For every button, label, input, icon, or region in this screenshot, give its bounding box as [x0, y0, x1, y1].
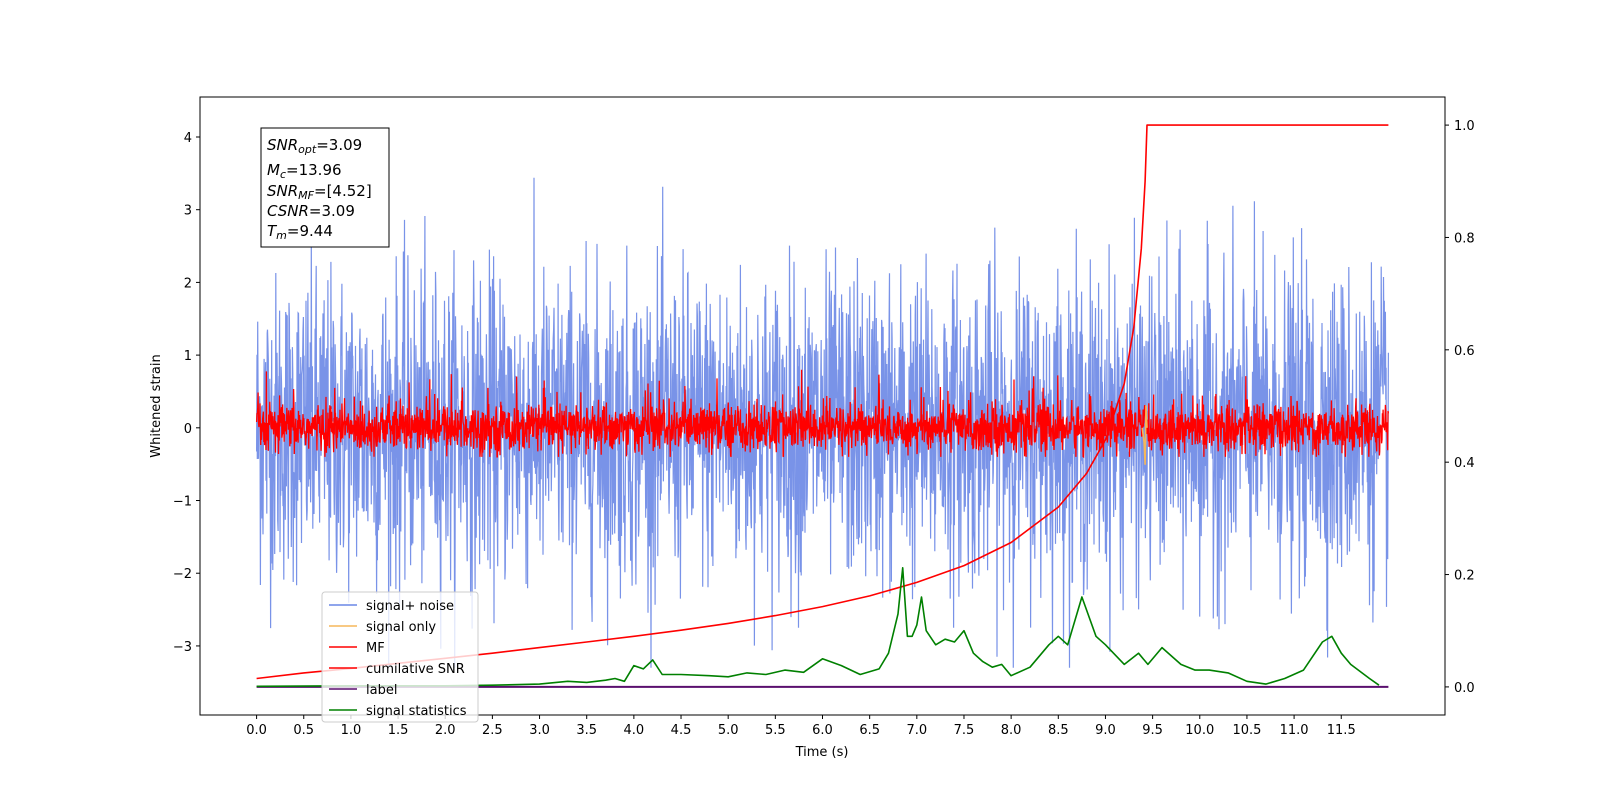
y2-tick-label: 1.0	[1454, 119, 1475, 134]
annotation-box: SNRopt=3.09 Mc=13.96 SNRMF=[4.52] CSNR=3…	[260, 127, 390, 248]
x-tick-label: 5.0	[718, 723, 739, 738]
legend-box	[321, 591, 479, 723]
x-tick-label: 10.0	[1185, 723, 1214, 738]
annotation-mc: Mc=13.96	[267, 161, 342, 181]
x-tick-label: 9.0	[1095, 723, 1116, 738]
annotation-snr-mf: SNRMF=[4.52]	[267, 182, 372, 202]
y-axis-right-ticks: 0.0 0.2 0.4 0.6 0.8 1.0	[1445, 119, 1475, 696]
x-axis-ticks: 0.0 0.5 1.0 1.5 2.0 2.5 3.0 3.5 4.0 4.5 5.0 5.5 6.0 6…	[246, 715, 1356, 738]
y2-tick-label: 0.0	[1454, 681, 1475, 696]
legend-label-signal-noise: signal+ noise	[366, 599, 454, 614]
annotation-csnr: CSNR=3.09	[267, 202, 355, 220]
series-line-mf	[255, 369, 1390, 459]
x-tick-label: 8.5	[1048, 723, 1069, 738]
x-tick-label: 7.0	[906, 723, 927, 738]
series-line-signal-only	[1141, 405, 1148, 465]
y-tick-label: 0	[184, 422, 192, 437]
annotation-tm: Tm=9.44	[267, 222, 333, 242]
y-tick-label: 1	[184, 349, 192, 364]
legend: signal+ noise signal only MF cumilative SNR…	[321, 591, 479, 723]
x-axis-label: Time (s)	[795, 745, 849, 760]
x-tick-label: 6.0	[812, 723, 833, 738]
legend-label-cumilative-snr: cumilative SNR	[366, 662, 465, 677]
y-axis-label: Whitened strain	[149, 354, 164, 457]
x-tick-label: 4.5	[671, 723, 692, 738]
legend-label-signal-only: signal only	[366, 620, 436, 635]
x-tick-label: 1.5	[388, 723, 409, 738]
legend-label-label: label	[366, 683, 397, 698]
x-tick-label: 0.5	[293, 723, 314, 738]
x-tick-label: 6.5	[859, 723, 880, 738]
x-tick-label: 7.5	[954, 723, 975, 738]
y2-tick-label: 0.8	[1454, 231, 1475, 246]
x-tick-label: 9.5	[1142, 723, 1163, 738]
x-tick-label: 0.0	[246, 723, 267, 738]
x-tick-label: 4.0	[624, 723, 645, 738]
x-tick-label: 11.0	[1280, 723, 1309, 738]
x-tick-label: 3.0	[529, 723, 550, 738]
x-tick-label: 8.0	[1001, 723, 1022, 738]
x-tick-label: 11.5	[1327, 723, 1356, 738]
y-tick-label: −3	[173, 640, 192, 655]
y-tick-label: 3	[184, 204, 192, 219]
y-tick-label: −2	[173, 567, 192, 582]
y-tick-label: −1	[173, 495, 192, 510]
legend-label-mf: MF	[366, 641, 385, 656]
legend-label-signal-statistics: signal statistics	[366, 704, 467, 719]
x-tick-label: 2.5	[482, 723, 503, 738]
y-axis-left-ticks: −3 −2 −1 0 1 2 3 4	[173, 131, 200, 655]
x-tick-label: 5.5	[765, 723, 786, 738]
y-tick-label: 2	[184, 276, 192, 291]
x-tick-label: 1.0	[341, 723, 362, 738]
y-tick-label: 4	[184, 131, 192, 146]
series-line-signal-noise	[256, 177, 1389, 668]
x-tick-label: 10.5	[1232, 723, 1261, 738]
series-line-signal-statistics	[256, 567, 1380, 688]
x-tick-label: 2.0	[435, 723, 456, 738]
y2-tick-label: 0.6	[1454, 344, 1475, 359]
y2-tick-label: 0.4	[1454, 456, 1475, 471]
y2-tick-label: 0.2	[1454, 569, 1475, 584]
annotation-snr-opt: SNRopt=3.09	[267, 136, 362, 156]
x-tick-label: 3.5	[576, 723, 597, 738]
